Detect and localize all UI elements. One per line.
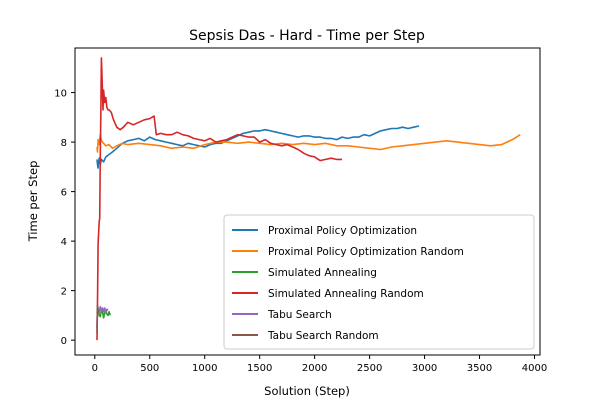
x-tick-label: 2000	[302, 363, 327, 374]
y-tick-label: 0	[61, 336, 67, 347]
y-axis-label: Time per Step	[26, 161, 40, 243]
x-axis-ticks: 0 500 1000 1500 2000 2500 3000 3500 4000	[92, 355, 547, 374]
x-tick-label: 500	[140, 363, 159, 374]
x-axis-label: Solution (Step)	[264, 384, 350, 398]
series-line-proximal-policy-optimization	[96, 125, 420, 169]
series-line-tabu-search-random	[96, 304, 99, 333]
series-line-tabu-search	[96, 304, 109, 328]
plot-lines	[96, 57, 521, 341]
legend-entry-label: Simulated Annealing Random	[268, 288, 424, 300]
plot-frame	[74, 47, 541, 356]
y-tick-label: 4	[61, 237, 67, 248]
legend-entry-label: Tabu Search	[267, 309, 332, 321]
series-line-simulated-annealing-random	[96, 57, 343, 341]
legend-entry-label: Simulated Annealing	[268, 267, 377, 279]
series-line-simulated-annealing	[96, 307, 111, 319]
x-tick-label: 1500	[247, 363, 272, 374]
chart-title: Sepsis Das - Hard - Time per Step	[189, 28, 425, 44]
legend-entry-label: Proximal Policy Optimization	[268, 225, 417, 237]
legend: Proximal Policy Optimization Proximal Pol…	[223, 214, 535, 350]
x-tick-label: 2500	[357, 363, 382, 374]
legend-box	[223, 214, 535, 350]
y-tick-label: 6	[61, 188, 67, 199]
y-tick-label: 2	[61, 287, 67, 298]
legend-entry-label: Tabu Search Random	[267, 330, 379, 342]
x-tick-label: 4000	[522, 363, 547, 374]
x-tick-label: 1000	[192, 363, 217, 374]
legend-entry-label: Proximal Policy Optimization Random	[268, 246, 464, 258]
y-tick-label: 10	[54, 89, 67, 100]
x-tick-label: 3000	[412, 363, 437, 374]
series-line-proximal-policy-optimization-random	[96, 133, 521, 153]
y-axis-ticks: 0 2 4 6 8 10	[54, 89, 75, 347]
y-tick-label: 8	[61, 138, 67, 149]
x-tick-label: 0	[92, 363, 98, 374]
x-tick-label: 3500	[467, 363, 492, 374]
